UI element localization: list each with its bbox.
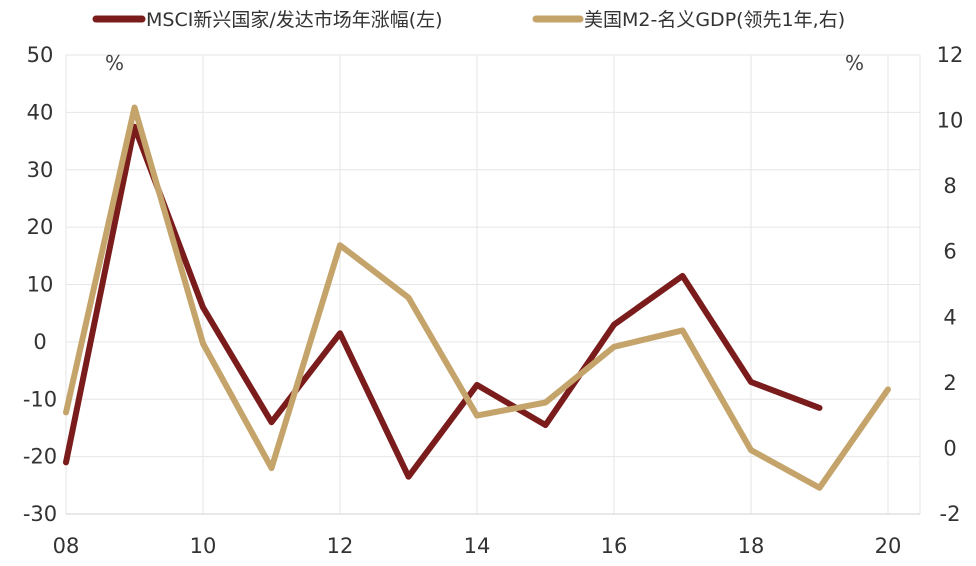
y-left-tick-label: 0 [33, 330, 46, 354]
x-tick-label: 18 [738, 534, 765, 558]
plot-lines [63, 104, 891, 491]
y-left-tick-label: -30 [23, 502, 57, 526]
x-tick-label: 14 [464, 534, 491, 558]
y-left-tick-label: 50 [27, 43, 54, 67]
y-left-tick-label: -10 [23, 387, 57, 411]
x-tick-label: 08 [53, 534, 80, 558]
y-right-tick-label: 0 [943, 436, 956, 460]
y-left-tick-label: 20 [27, 215, 54, 239]
y-left-tick-label: 30 [27, 158, 54, 182]
legend-label-series-1: MSCI新兴国家/发达市场年涨幅(左) [146, 9, 443, 31]
x-tick-label: 10 [190, 534, 217, 558]
y-right-tick-label: -2 [940, 502, 961, 526]
x-tick-label: 12 [327, 534, 354, 558]
left-unit-label: % [105, 51, 124, 75]
y-right-tick-label: 8 [943, 174, 956, 198]
x-tick-label: 20 [875, 534, 902, 558]
legend: MSCI新兴国家/发达市场年涨幅(左) 美国M2-名义GDP(领先1年,右) [92, 9, 845, 31]
y-right-tick-label: 4 [943, 305, 956, 329]
series-line-1 [63, 123, 823, 480]
y-left-tick-label: -20 [23, 445, 57, 469]
series-line-2 [63, 104, 891, 491]
y-left-tick-label: 10 [27, 273, 54, 297]
y-left-tick-label: 40 [27, 100, 54, 124]
y-right-tick-label: 10 [937, 109, 964, 133]
right-unit-label: % [845, 51, 864, 75]
y-right-tick-label: 12 [937, 43, 964, 67]
y-right-tick-label: 2 [943, 371, 956, 395]
x-tick-label: 16 [601, 534, 628, 558]
y-right-tick-label: 6 [943, 240, 956, 264]
legend-label-series-2: 美国M2-名义GDP(领先1年,右) [584, 9, 845, 31]
